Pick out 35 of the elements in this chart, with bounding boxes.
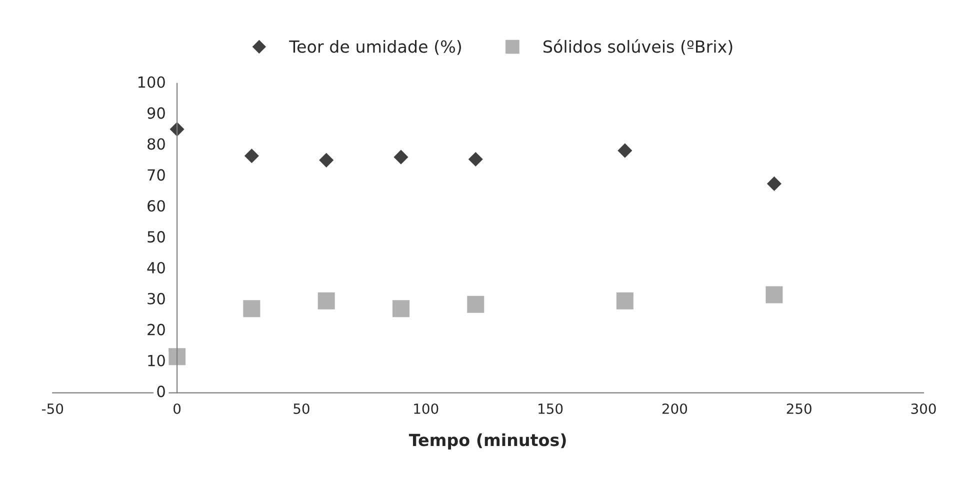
y-tick-label: 50 (148, 231, 165, 243)
point (318, 292, 335, 310)
point (392, 300, 410, 318)
x-tick-label: 200 (662, 403, 688, 414)
y-tick-label: 90 (147, 107, 165, 119)
point (394, 150, 408, 164)
x-tick-label: 150 (538, 403, 563, 414)
legend-label: Teor de umidade (%) (289, 40, 461, 55)
point (243, 300, 260, 318)
point (244, 148, 259, 164)
x-tick-label: 250 (786, 403, 812, 414)
y-tick-label: 60 (148, 200, 165, 212)
point (766, 286, 783, 304)
x-tick-label: -50 (42, 403, 64, 414)
point (618, 143, 632, 158)
y-tick-label: 40 (147, 262, 165, 274)
point (616, 292, 634, 310)
y-tick-label: 20 (148, 324, 165, 336)
x-axis-title: Tempo (minutos) (408, 433, 566, 450)
point (467, 296, 484, 313)
y-tick-label: 80 (148, 138, 165, 150)
y-tick-label: 0 (157, 386, 165, 398)
legend-label: Sólidos solúveis (ºBrix) (544, 39, 732, 55)
x-tick-label: 50 (294, 403, 310, 414)
y-tick-label: 30 (148, 292, 165, 304)
y-tick-label: 100 (138, 76, 165, 88)
x-tick-label: 100 (414, 403, 438, 414)
y-tick-label: 10 (148, 354, 165, 366)
point (468, 152, 483, 167)
point (168, 348, 186, 366)
y-tick-label: 70 (148, 169, 165, 181)
x-tick-label: 0 (174, 403, 181, 414)
point (766, 176, 782, 191)
x-tick-label: 300 (911, 403, 936, 414)
point (319, 152, 334, 168)
